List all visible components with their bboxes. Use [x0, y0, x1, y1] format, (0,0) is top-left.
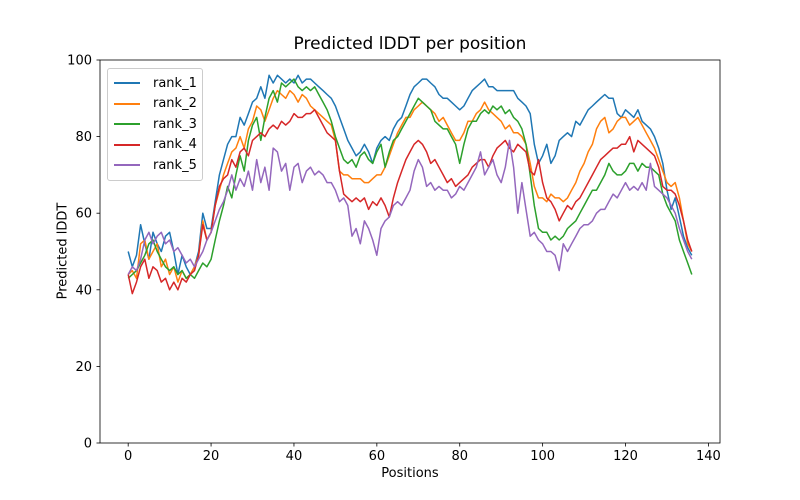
y-tick-label: 100	[67, 54, 92, 69]
x-tick-label: 140	[696, 449, 721, 464]
legend-line-sample-rank_3	[114, 123, 140, 126]
legend-label-rank_4: rank_4	[153, 137, 197, 153]
legend-label-rank_1: rank_1	[153, 75, 197, 91]
legend-label-rank_2: rank_2	[153, 96, 197, 112]
legend-line-sample-rank_1	[114, 82, 140, 85]
x-tick-label: 60	[369, 449, 386, 464]
series-line-rank_3	[127, 78, 693, 280]
series-line-rank_5	[127, 139, 693, 275]
x-tick-label: 0	[124, 449, 132, 464]
x-tick-label: 40	[286, 449, 303, 464]
legend-entry-rank_2: rank_2	[108, 94, 202, 115]
y-tick-label: 0	[84, 437, 92, 452]
y-tick-label: 40	[75, 283, 92, 298]
legend-label-rank_5: rank_5	[153, 157, 197, 173]
y-tick-label: 20	[75, 360, 92, 375]
y-tick-label: 60	[75, 207, 92, 222]
legend-entry-rank_1: rank_1	[108, 73, 202, 94]
x-axis-label: Positions	[381, 466, 439, 481]
legend-entry-rank_5: rank_5	[108, 155, 202, 176]
y-tick-label: 80	[75, 130, 92, 145]
chart-title: Predicted lDDT per position	[293, 34, 527, 54]
series-line-rank_1	[127, 74, 693, 276]
legend-entry-rank_4: rank_4	[108, 135, 202, 156]
legend-line-sample-rank_2	[114, 102, 140, 105]
legend-label-rank_3: rank_3	[153, 116, 197, 132]
x-tick-label: 100	[530, 449, 555, 464]
legend-line-sample-rank_4	[114, 143, 140, 146]
legend: rank_1 rank_2 rank_3 rank_4 rank_5	[107, 68, 203, 181]
series-line-rank_4	[127, 109, 693, 295]
legend-line-sample-rank_5	[114, 164, 140, 167]
x-tick-label: 20	[203, 449, 220, 464]
axes-frame	[99, 59, 721, 444]
x-tick-label: 80	[451, 449, 468, 464]
x-tick-label: 120	[613, 449, 638, 464]
legend-entry-rank_3: rank_3	[108, 114, 202, 135]
